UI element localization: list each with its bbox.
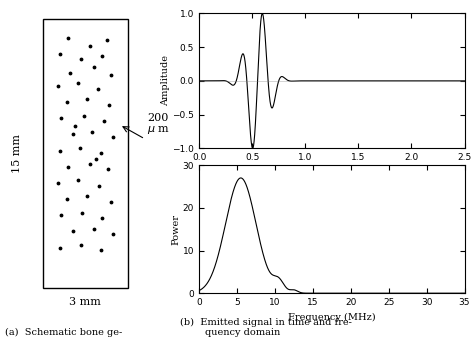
X-axis label: Time (μs): Time (μs) — [308, 168, 356, 177]
Y-axis label: Amplitude: Amplitude — [161, 55, 170, 106]
Text: 200
$\mu$ m: 200 $\mu$ m — [147, 113, 170, 136]
Text: 3 mm: 3 mm — [69, 297, 101, 307]
Bar — [43, 19, 128, 288]
X-axis label: Frequency (MHz): Frequency (MHz) — [288, 313, 375, 322]
Text: 15 mm: 15 mm — [12, 134, 22, 173]
Y-axis label: Power: Power — [171, 214, 180, 245]
Text: (b)  Emitted signal in time and fre-
        quency domain: (b) Emitted signal in time and fre- quen… — [180, 317, 352, 337]
Text: (a)  Schematic bone ge-: (a) Schematic bone ge- — [5, 328, 122, 337]
